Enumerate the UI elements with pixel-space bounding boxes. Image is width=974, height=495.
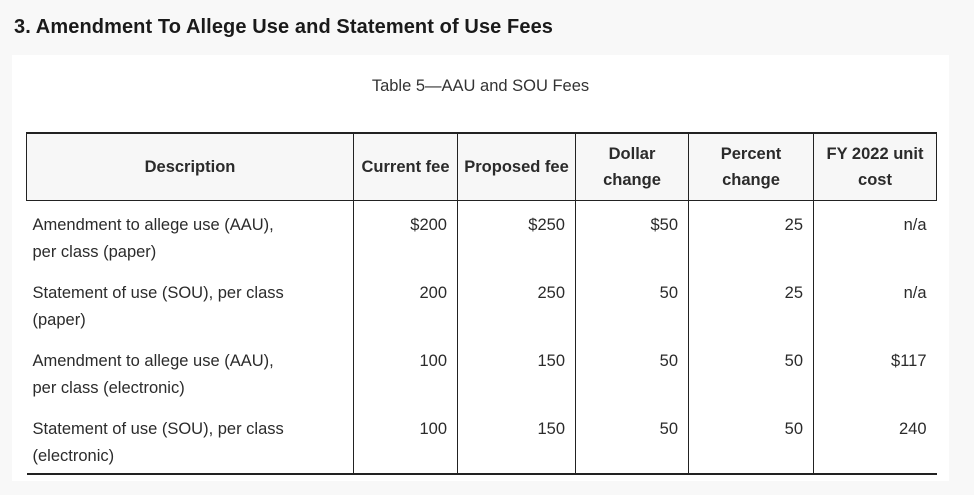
cell-description: Amendment to allege use (AAU), per class…	[27, 337, 354, 405]
cell-fy2022-unit-cost: 240	[813, 405, 937, 474]
column-header-percent-change: Percent change	[688, 132, 814, 201]
cell-percent-change: 25	[688, 269, 814, 337]
column-header-fy2022-unit-cost: FY 2022 unit cost	[813, 132, 937, 201]
cell-dollar-change: 50	[575, 405, 689, 474]
cell-description: Statement of use (SOU), per class (elect…	[27, 405, 354, 474]
fees-table: Description Current fee Proposed fee Dol…	[26, 132, 937, 475]
table-row: Amendment to allege use (AAU), per class…	[27, 337, 937, 405]
cell-current-fee: 200	[353, 269, 458, 337]
cell-description: Statement of use (SOU), per class (paper…	[27, 269, 354, 337]
cell-dollar-change: $50	[575, 200, 689, 269]
cell-percent-change: 25	[688, 200, 814, 269]
cell-description-text: Statement of use (SOU), per class (paper…	[32, 284, 284, 329]
cell-description: Amendment to allege use (AAU), per class…	[27, 201, 354, 270]
cell-current-fee: 100	[353, 405, 458, 474]
cell-proposed-fee: 150	[457, 405, 576, 474]
column-header-proposed-fee: Proposed fee	[457, 132, 576, 201]
cell-percent-change: 50	[688, 337, 814, 405]
cell-fy2022-unit-cost: n/a	[813, 200, 937, 269]
cell-description-text: Amendment to allege use (AAU), per class…	[32, 352, 274, 397]
cell-fy2022-unit-cost: $117	[813, 337, 937, 405]
table-row: Statement of use (SOU), per class (elect…	[27, 405, 937, 474]
cell-proposed-fee: $250	[457, 200, 576, 269]
cell-proposed-fee: 250	[457, 269, 576, 337]
cell-dollar-change: 50	[575, 269, 689, 337]
cell-current-fee: $200	[353, 200, 458, 269]
cell-dollar-change: 50	[575, 337, 689, 405]
cell-percent-change: 50	[688, 405, 814, 474]
column-header-description: Description	[26, 132, 354, 201]
column-header-dollar-change: Dollar change	[575, 132, 689, 201]
page-title: 3. Amendment To Allege Use and Statement…	[14, 16, 554, 38]
cell-description-text: Amendment to allege use (AAU), per class…	[32, 216, 274, 261]
content-card: Table 5—AAU and SOU Fees Description Cur…	[12, 55, 949, 481]
table-row: Amendment to allege use (AAU), per class…	[27, 200, 937, 270]
cell-proposed-fee: 150	[457, 337, 576, 405]
column-header-current-fee: Current fee	[353, 132, 458, 201]
page-background: 3. Amendment To Allege Use and Statement…	[0, 0, 974, 481]
table-caption: Table 5—AAU and SOU Fees	[371, 77, 590, 95]
table-row: Statement of use (SOU), per class (paper…	[27, 269, 937, 337]
cell-description-text: Statement of use (SOU), per class (elect…	[32, 420, 284, 465]
cell-current-fee: 100	[353, 337, 458, 405]
header-row: Description Current fee Proposed fee Dol…	[26, 132, 937, 201]
cell-fy2022-unit-cost: n/a	[813, 269, 937, 337]
